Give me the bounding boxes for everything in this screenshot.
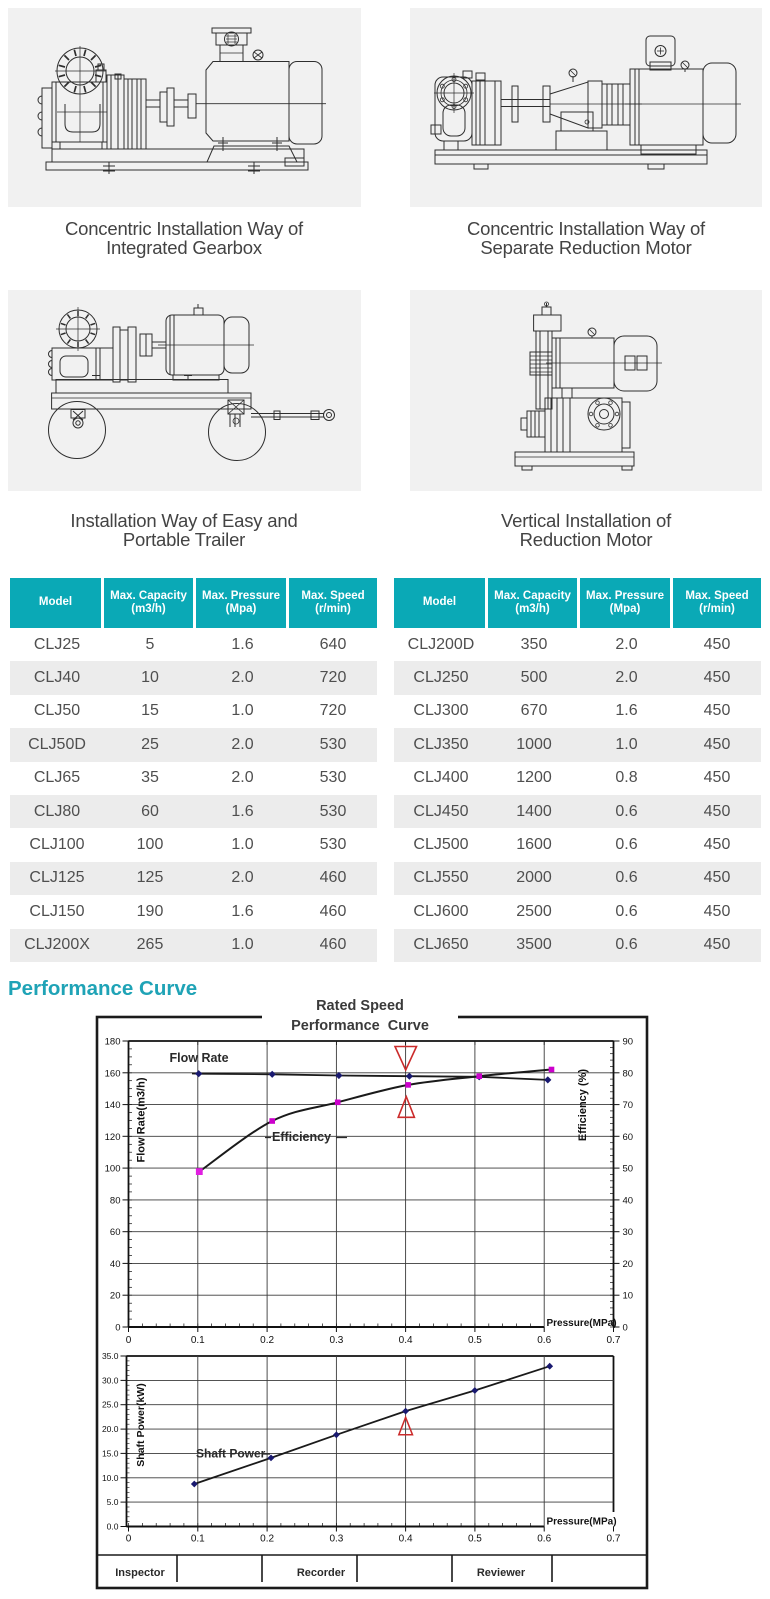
svg-text:0.4: 0.4 bbox=[399, 1335, 413, 1346]
svg-text:0.5: 0.5 bbox=[468, 1534, 482, 1545]
svg-text:0.6: 0.6 bbox=[537, 1335, 551, 1346]
svg-text:0: 0 bbox=[115, 1323, 120, 1334]
svg-text:Pressure(MPa): Pressure(MPa) bbox=[547, 1517, 617, 1528]
svg-text:Reviewer: Reviewer bbox=[477, 1567, 526, 1579]
svg-text:40: 40 bbox=[110, 1259, 121, 1270]
svg-text:0.4: 0.4 bbox=[399, 1534, 413, 1545]
svg-text:40: 40 bbox=[623, 1195, 634, 1206]
svg-text:Pressure(MPa): Pressure(MPa) bbox=[547, 1318, 617, 1329]
svg-text:60: 60 bbox=[110, 1227, 121, 1238]
svg-text:Flow Rate: Flow Rate bbox=[170, 1051, 229, 1065]
svg-text:0.7: 0.7 bbox=[607, 1534, 621, 1545]
svg-text:Rated Speed: Rated Speed bbox=[316, 998, 404, 1014]
svg-text:100: 100 bbox=[105, 1164, 121, 1175]
svg-text:20.0: 20.0 bbox=[102, 1424, 119, 1434]
svg-text:180: 180 bbox=[105, 1037, 121, 1048]
svg-text:0.3: 0.3 bbox=[329, 1335, 343, 1346]
svg-text:Recorder: Recorder bbox=[297, 1567, 346, 1579]
svg-text:60: 60 bbox=[623, 1132, 634, 1143]
svg-text:80: 80 bbox=[110, 1195, 121, 1206]
svg-text:0.7: 0.7 bbox=[607, 1335, 621, 1346]
svg-text:Efficiency (%): Efficiency (%) bbox=[577, 1069, 589, 1141]
svg-text:120: 120 bbox=[105, 1132, 121, 1143]
svg-text:0.0: 0.0 bbox=[107, 1522, 119, 1532]
svg-text:80: 80 bbox=[623, 1068, 634, 1079]
svg-text:0.2: 0.2 bbox=[260, 1534, 274, 1545]
svg-text:0: 0 bbox=[623, 1323, 628, 1334]
svg-text:30.0: 30.0 bbox=[102, 1375, 119, 1385]
svg-text:90: 90 bbox=[623, 1037, 634, 1048]
svg-text:30: 30 bbox=[623, 1227, 634, 1238]
svg-text:10.0: 10.0 bbox=[102, 1473, 119, 1483]
svg-text:Flow Rate(m3/h): Flow Rate(m3/h) bbox=[136, 1077, 148, 1162]
svg-text:0.5: 0.5 bbox=[468, 1335, 482, 1346]
svg-text:0.6: 0.6 bbox=[537, 1534, 551, 1545]
svg-text:35.0: 35.0 bbox=[102, 1351, 119, 1361]
svg-text:160: 160 bbox=[105, 1068, 121, 1079]
svg-text:0: 0 bbox=[126, 1335, 132, 1346]
svg-text:0.1: 0.1 bbox=[191, 1335, 205, 1346]
svg-text:20: 20 bbox=[110, 1291, 121, 1302]
svg-text:15.0: 15.0 bbox=[102, 1448, 119, 1458]
svg-text:20: 20 bbox=[623, 1259, 634, 1270]
svg-text:0: 0 bbox=[126, 1534, 132, 1545]
svg-text:0.1: 0.1 bbox=[191, 1534, 205, 1545]
svg-text:5.0: 5.0 bbox=[107, 1497, 119, 1507]
svg-text:0.2: 0.2 bbox=[260, 1335, 274, 1346]
svg-text:Efficiency: Efficiency bbox=[272, 1130, 331, 1144]
svg-text:Shaft Power: Shaft Power bbox=[196, 1447, 266, 1461]
svg-text:25.0: 25.0 bbox=[102, 1400, 119, 1410]
svg-text:Inspector: Inspector bbox=[115, 1567, 165, 1579]
svg-text:70: 70 bbox=[623, 1100, 634, 1111]
svg-text:Performance Curve: Performance Curve bbox=[291, 1018, 429, 1034]
svg-text:10: 10 bbox=[623, 1291, 634, 1302]
svg-text:50: 50 bbox=[623, 1164, 634, 1175]
svg-text:Shaft Power(kW): Shaft Power(kW) bbox=[135, 1383, 147, 1466]
svg-text:0.3: 0.3 bbox=[329, 1534, 343, 1545]
svg-text:140: 140 bbox=[105, 1100, 121, 1111]
